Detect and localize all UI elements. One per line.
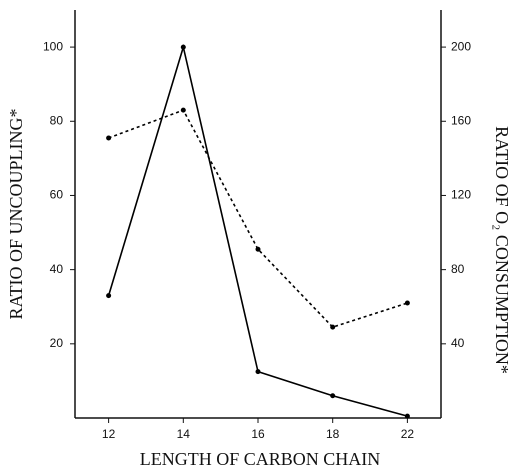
data-point: [255, 246, 261, 252]
data-point: [180, 107, 186, 113]
x-tick-label: 22: [401, 427, 415, 441]
data-point: [404, 413, 410, 419]
data-point: [106, 135, 112, 141]
y-tick-label: 100: [43, 39, 63, 53]
y2-tick-label: 160: [451, 113, 471, 127]
x-axis-label: LENGTH OF CARBON CHAIN: [140, 449, 381, 469]
data-point: [330, 324, 336, 330]
x-tick-label: 18: [326, 427, 340, 441]
y-axis-label: RATIO OF UNCOUPLING*: [6, 108, 26, 319]
x-tick-label: 14: [177, 427, 191, 441]
y-tick-label: 40: [50, 262, 64, 276]
data-point: [106, 293, 112, 299]
y-tick-label: 20: [50, 336, 64, 350]
x-tick-label: 12: [102, 427, 116, 441]
y2-tick-label: 200: [451, 39, 471, 53]
data-point: [404, 300, 410, 306]
series-line: [108, 109, 408, 329]
data-point: [330, 393, 336, 399]
y2-axis-label: RATIO OF O₂ CONSUMPTION*: [492, 126, 511, 374]
y-tick-label: 80: [50, 113, 64, 127]
data-point: [255, 369, 261, 375]
y-tick-label: 60: [50, 188, 64, 202]
y2-tick-label: 80: [451, 262, 465, 276]
y2-tick-label: 120: [451, 188, 471, 202]
data-point: [180, 44, 186, 50]
series-line: [107, 43, 408, 417]
x-tick-label: 16: [251, 427, 265, 441]
y2-tick-label: 40: [451, 336, 465, 350]
